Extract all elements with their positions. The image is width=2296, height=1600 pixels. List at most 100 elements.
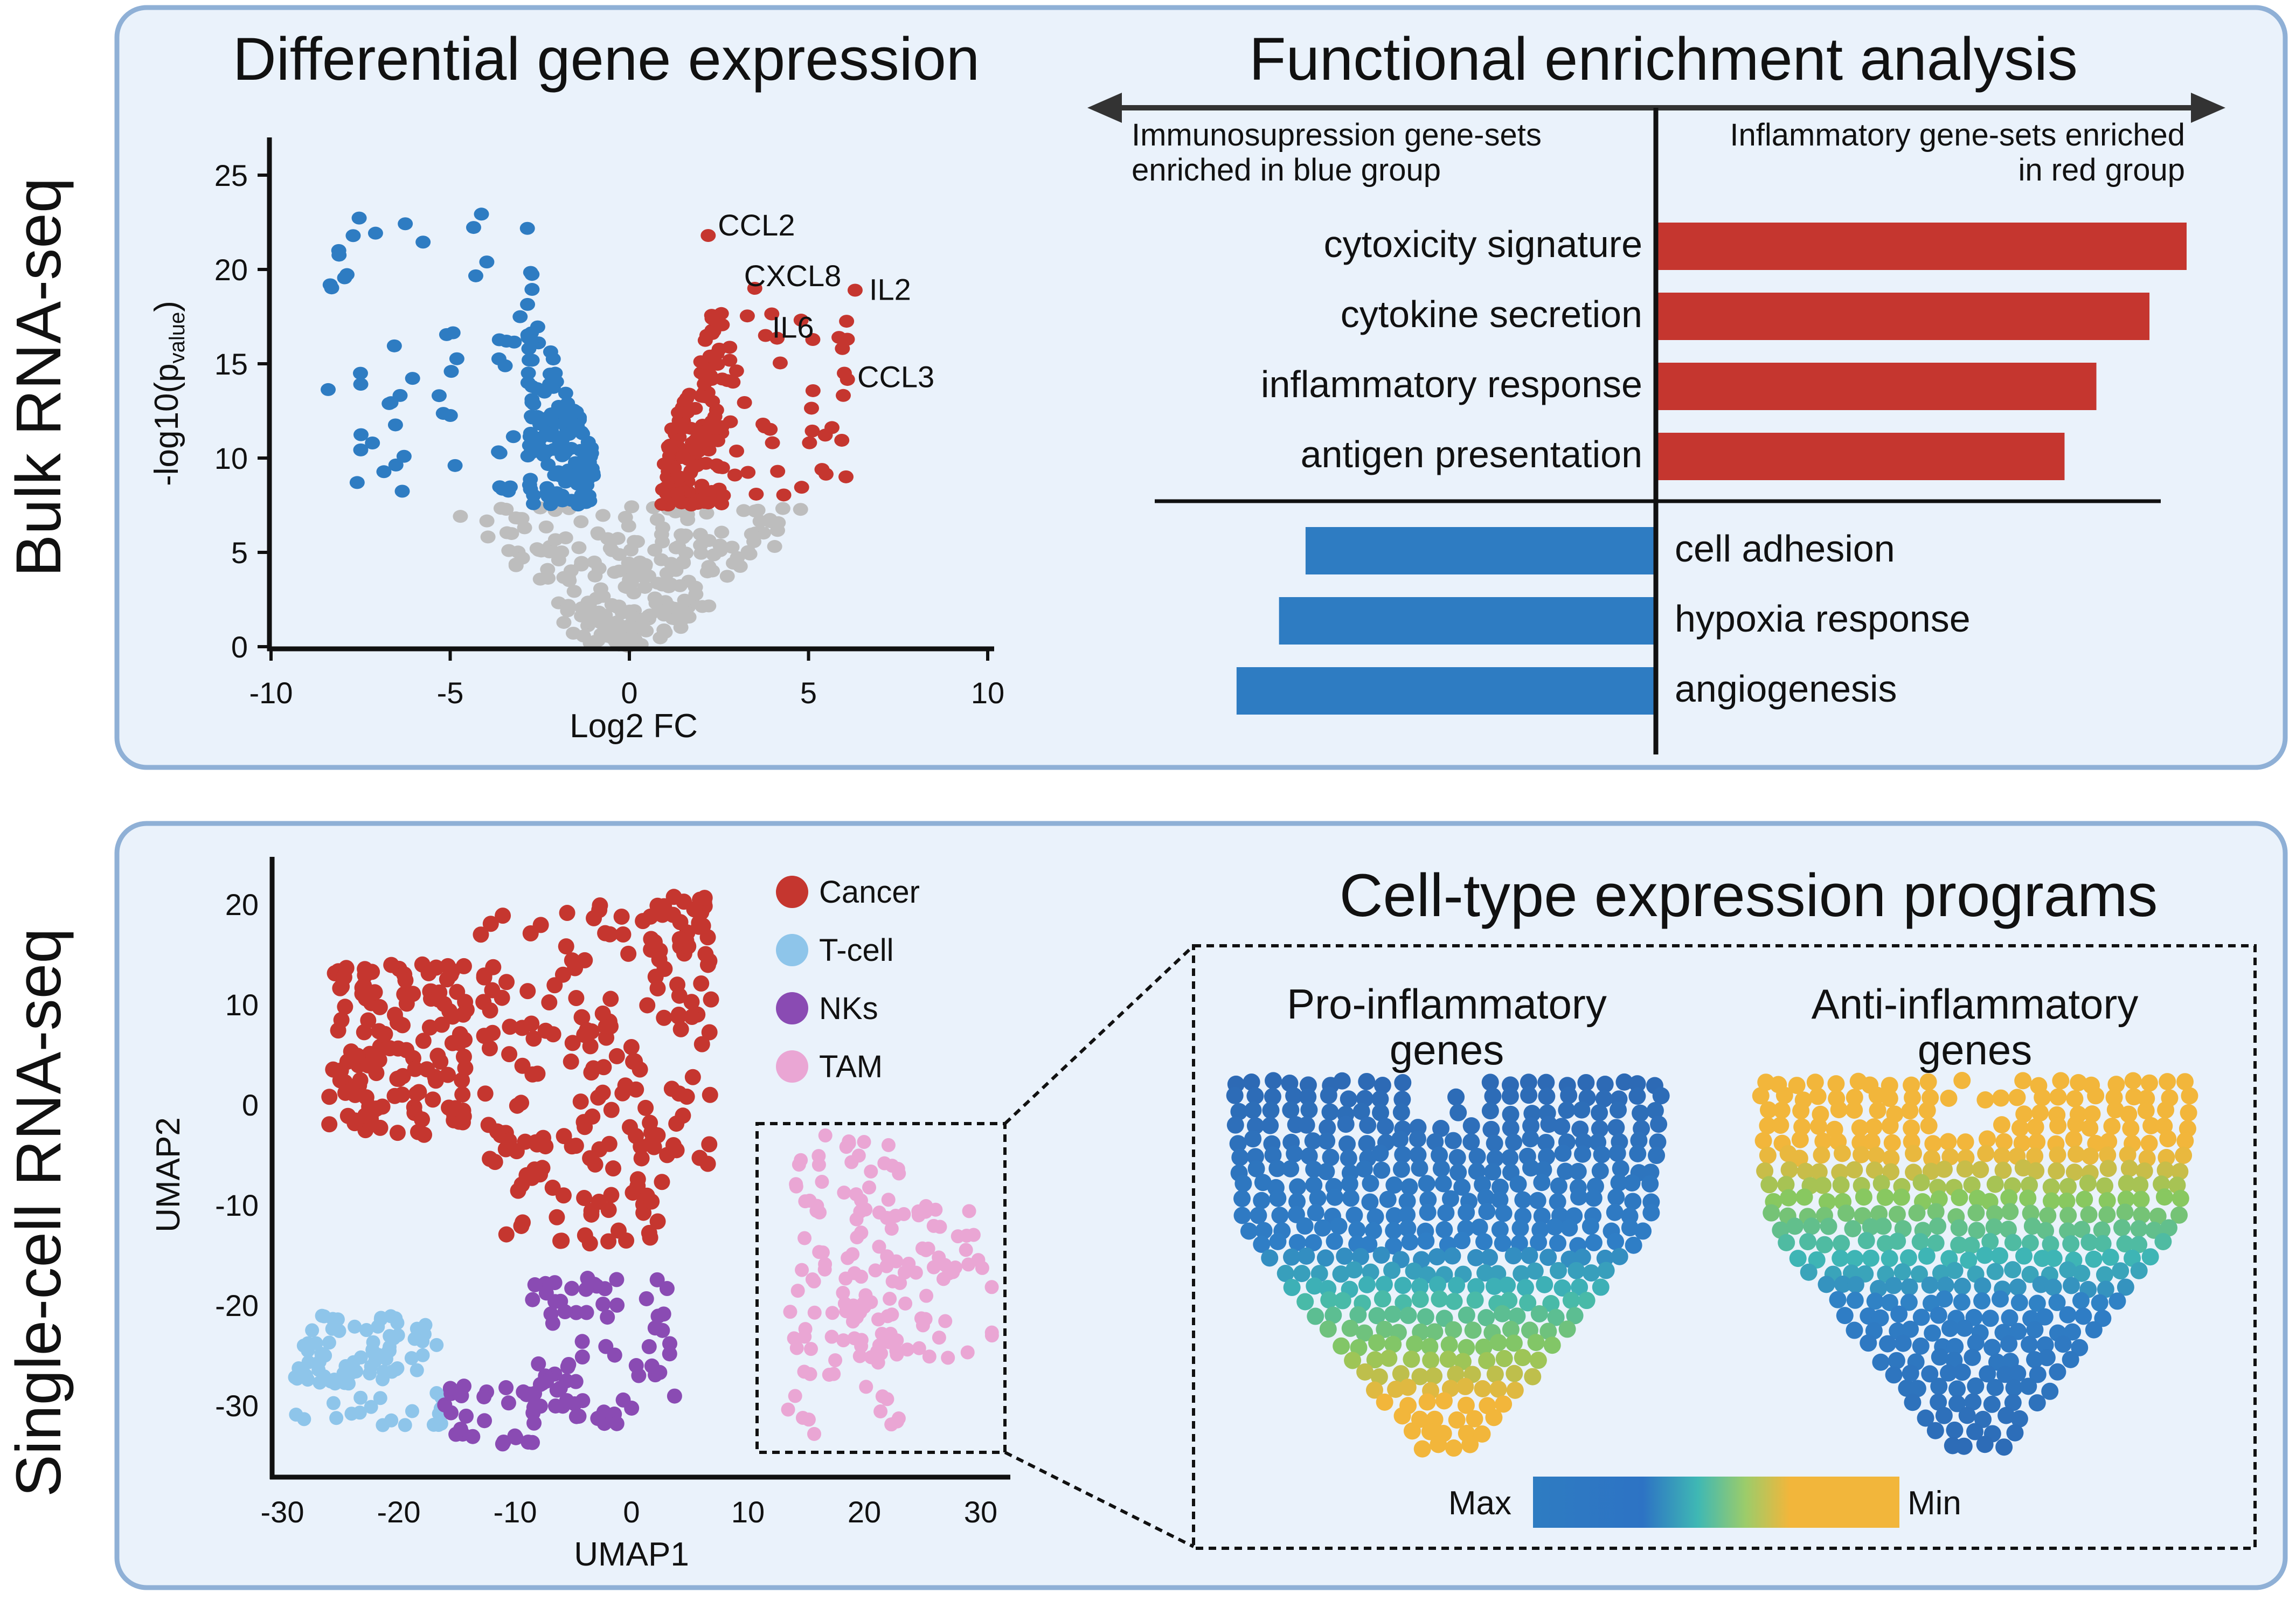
umap-point-nk [508,1430,524,1445]
umap-point-nk [456,1379,471,1394]
umap-point-tam [889,1343,904,1358]
anti-inflammatory-cell [1900,1278,1918,1296]
anti-inflammatory-cell [1904,1089,1922,1106]
pro-inflammatory-cell [1550,1262,1567,1279]
volcano-y-tick-label: 20 [214,253,248,287]
umap-point-tam [783,1305,797,1319]
anti-inflammatory-cell [1921,1365,1939,1383]
umap-point-nk [501,1395,516,1411]
pro-inflammatory-cell [1385,1207,1403,1225]
umap-points [288,889,999,1452]
umap-point-cancer [484,982,501,999]
umap-point-nk [476,1389,492,1404]
anti-inflammatory-cell [1759,1146,1777,1164]
umap-point-cancer [371,999,388,1015]
umap-point-cancer [670,1008,686,1025]
umap-point-cancer [501,1046,518,1063]
umap-point-tam [798,1322,813,1336]
legend-label-nks: NKs [819,991,878,1026]
anti-inflammatory-cell [1810,1163,1828,1181]
anti-inflammatory-cell [1953,1293,1971,1311]
anti-inflammatory-cell [2026,1147,2044,1165]
pro-inflammatory-cell [1352,1103,1370,1120]
pro-inflammatory-cell [1583,1264,1600,1282]
umap-point-tam [915,1318,930,1333]
pro-inflammatory-cell [1265,1072,1282,1090]
umap-point-tam [960,1345,975,1360]
pro-inflammatory-cell [1508,1307,1526,1325]
umap-point-tam [912,1341,926,1355]
anti-inflammatory-cell [1851,1119,1869,1137]
anti-inflammatory-cell [1836,1307,1854,1325]
pro-inflammatory-cell [1307,1307,1324,1325]
umap-point-nk [600,1310,615,1325]
volcano-y-label-sub: value [165,312,189,364]
anti-inflammatory-cell [2026,1321,2044,1339]
umap-point-cancer [614,1085,631,1102]
umap-point-tcell [297,1412,311,1426]
volcano-point-red [769,331,785,345]
anti-inflammatory-cell [1903,1119,1920,1137]
anti-inflammatory-cell [1760,1176,1778,1194]
anti-inflammatory-cell [1846,1101,1863,1119]
volcano-point-ns [600,532,616,545]
volcano-point-red [692,425,708,438]
anti-inflammatory-cell [1832,1176,1850,1194]
umap-point-nk [477,1413,493,1429]
anti-inflammatory-cell [1967,1204,1985,1222]
pro-inflammatory-cell [1345,1261,1363,1279]
volcano-point-red [839,315,855,328]
enrichment-bar-blue [1279,597,1656,645]
pro-inflammatory-cell [1309,1189,1327,1207]
umap-point-tam [836,1286,850,1300]
umap-point-nk [531,1356,546,1372]
anti-inflammatory-cell [2120,1105,2138,1123]
umap-point-nk [459,1408,474,1424]
umap-point-nk [662,1346,677,1362]
anti-inflammatory-cell [2049,1146,2066,1164]
volcano-point-red [729,445,745,458]
volcano-point-ns [561,574,577,587]
anti-inflammatory-cell [1890,1305,1908,1323]
anti-inflammatory-cell [2149,1207,2167,1225]
anti-inflammatory-cell [1956,1160,1974,1178]
umap-point-tam [877,1156,892,1170]
umap-point-cancer [522,925,539,942]
anti-inflammatory-cell [1924,1324,1941,1342]
pro-inflammatory-cell [1632,1104,1649,1122]
anti-inflammatory-cell [1927,1234,1945,1252]
anti-inflammatory-cell [2021,1335,2038,1353]
pro-inflammatory-cell [1376,1320,1393,1338]
pro-inflammatory-cell [1607,1232,1625,1250]
anti-inflammatory-cell [1899,1249,1917,1267]
volcano-point-ns [701,560,717,573]
umap-point-tcell [359,1323,374,1338]
umap-point-cancer [432,1054,449,1070]
umap-point-tam [857,1134,871,1149]
anti-inflammatory-cell [1756,1162,1774,1180]
pro-inflammatory-cell [1550,1177,1567,1195]
pro-inflammatory-cell [1253,1235,1271,1253]
umap-point-cancer [576,1189,593,1206]
volcano-point-red [772,356,788,370]
umap-point-cancer [601,1135,618,1152]
umap-y-tick-label: 10 [225,988,259,1022]
anti-inflammatory-cell [1948,1395,1966,1412]
pro-inflammatory-cell [1269,1189,1287,1207]
volcano-point-ns [563,564,579,578]
volcano-x-tick-label: -5 [437,676,464,710]
umap-point-cancer [668,1142,685,1159]
pro-inflammatory-cell [1570,1188,1588,1206]
umap-point-cancer [573,1009,590,1026]
anti-inflammatory-cell [1793,1118,1811,1136]
anti-inflammatory-cell [2155,1188,2173,1206]
anti-inflammatory-cell [1962,1237,1980,1255]
pro-inflammatory-cell [1595,1090,1613,1107]
umap-point-cancer [410,1124,426,1140]
anti-inflammatory-cell [2021,1176,2038,1194]
umap-point-nk [607,1347,622,1363]
volcano-point-red [729,364,744,378]
legend-label-tam: TAM [819,1049,883,1084]
pro-inflammatory-cell [1467,1249,1485,1266]
umap-point-cancer [696,890,713,906]
